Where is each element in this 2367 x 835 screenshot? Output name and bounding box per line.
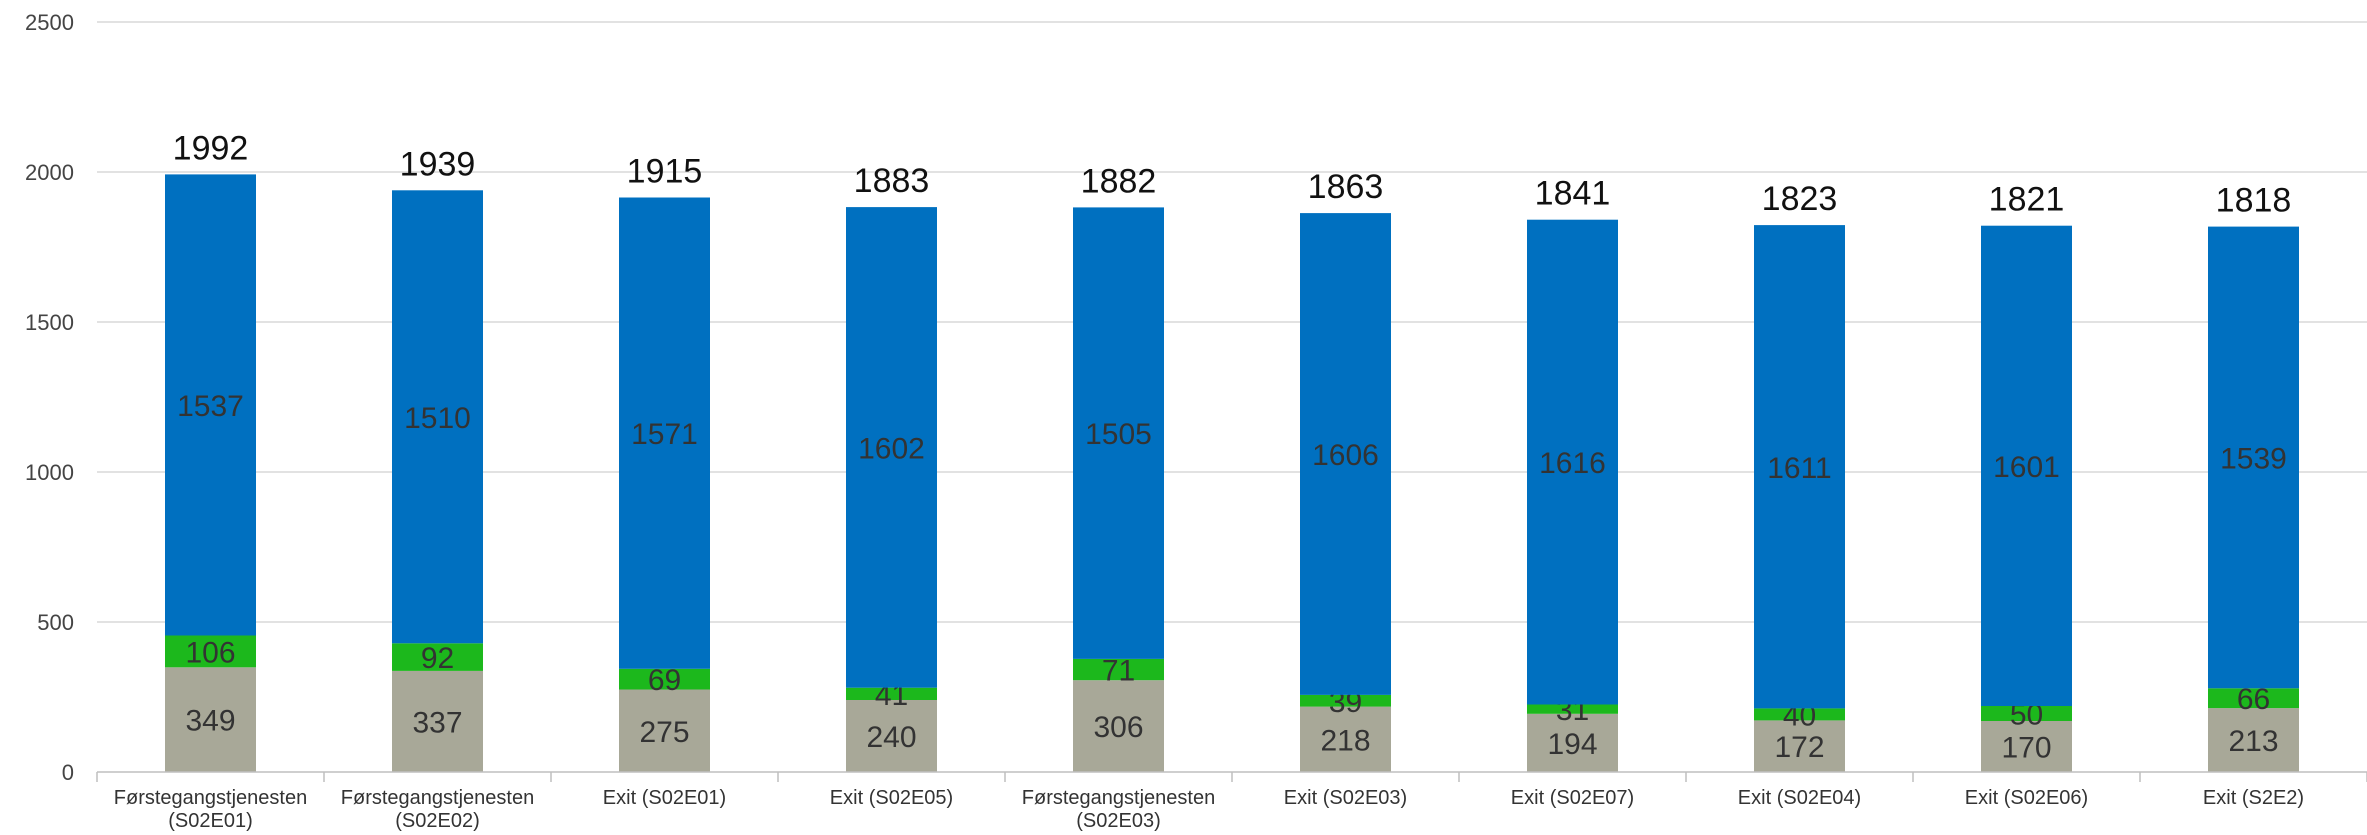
data-label: 1505 <box>1085 418 1152 451</box>
bar-segment <box>1527 219 1618 705</box>
x-tick-label: Førstegangstjenesten <box>341 787 534 809</box>
x-tick-label: Exit (S02E06) <box>1965 787 2088 809</box>
data-label: 306 <box>1093 711 1143 744</box>
bar-segment <box>2208 708 2299 772</box>
bar-segment <box>1300 706 1391 772</box>
data-label: 1611 <box>1767 452 1832 485</box>
data-label: 275 <box>639 716 689 749</box>
data-label: 337 <box>412 706 462 739</box>
data-label: 349 <box>185 705 235 738</box>
data-label: 194 <box>1547 728 1597 761</box>
data-label: 1601 <box>1993 451 2060 484</box>
bar-segment <box>619 668 710 690</box>
total-label: 1821 <box>1989 181 2065 219</box>
data-label: 218 <box>1320 724 1370 757</box>
total-label: 1939 <box>400 145 476 183</box>
bar-segment <box>1981 225 2072 706</box>
bar-segment <box>1754 225 1845 709</box>
total-label: 1915 <box>627 153 703 191</box>
y-tick-label: 2500 <box>25 10 74 35</box>
bar-stack: 306 71 1505 1882 <box>1073 162 1164 772</box>
bar-segment <box>1981 721 2072 772</box>
bars: 349 106 1537 1992 337 92 1510 1939 275 69 1571 1915… <box>165 129 2299 772</box>
data-label: 92 <box>421 642 454 675</box>
data-label: 1510 <box>404 402 471 435</box>
y-tick-label: 0 <box>62 760 74 785</box>
bar-segment <box>2208 688 2299 709</box>
data-label: 213 <box>2228 725 2278 758</box>
x-tick-label: Exit (S02E04) <box>1738 787 1861 809</box>
x-tick-label: (S02E01) <box>168 810 253 832</box>
bar-segment <box>1754 708 1845 721</box>
bar-segment <box>165 635 256 668</box>
y-tick-label: 1500 <box>25 310 74 335</box>
data-label: 172 <box>1774 731 1824 764</box>
x-tick-label: Exit (S02E01) <box>603 787 726 809</box>
total-label: 1882 <box>1081 162 1157 200</box>
total-label: 1992 <box>173 129 249 167</box>
bar-segment <box>165 667 256 772</box>
data-label: 1539 <box>2220 442 2287 475</box>
y-tick-label: 500 <box>37 610 74 635</box>
x-tick-label: (S02E02) <box>395 810 480 832</box>
data-label: 71 <box>1102 655 1135 688</box>
x-tick-label: Exit (S02E07) <box>1511 787 1634 809</box>
total-label: 1863 <box>1308 168 1384 206</box>
data-label: 66 <box>2237 683 2270 716</box>
bar-stack: 213 66 1539 1818 <box>2208 182 2299 772</box>
y-tick-label: 1000 <box>25 460 74 485</box>
data-label: 1602 <box>858 432 925 465</box>
data-label: 1537 <box>177 390 244 423</box>
bar-segment <box>619 689 710 772</box>
bar-segment <box>846 207 937 688</box>
bar-segment <box>392 670 483 772</box>
x-axis: Førstegangstjenesten(S02E01)Førstegangst… <box>96 771 2367 832</box>
bar-segment <box>1981 706 2072 721</box>
data-label: 1571 <box>631 418 698 451</box>
bar-segment <box>1300 694 1391 707</box>
data-label: 170 <box>2001 732 2051 765</box>
data-label: 1616 <box>1539 447 1606 480</box>
bar-segment <box>165 174 256 636</box>
data-label: 240 <box>866 721 916 754</box>
y-axis: 0 500 1000 1500 2000 2500 <box>25 10 74 785</box>
x-tick-label: Exit (S02E03) <box>1284 787 1407 809</box>
x-tick-label: Exit (S2E2) <box>2203 787 2304 809</box>
bar-segment <box>619 197 710 669</box>
bar-stack: 349 106 1537 1992 <box>165 129 256 772</box>
bar-segment <box>1073 658 1164 681</box>
x-tick-label: Exit (S02E05) <box>830 787 953 809</box>
bar-segment <box>846 687 937 700</box>
bar-stack: 275 69 1571 1915 <box>619 153 710 772</box>
total-label: 1841 <box>1535 175 1611 213</box>
y-tick-label: 2000 <box>25 160 74 185</box>
x-tick-label: Førstegangstjenesten <box>1022 787 1215 809</box>
x-tick-label: Førstegangstjenesten <box>114 787 307 809</box>
data-label: 106 <box>185 636 235 669</box>
total-label: 1823 <box>1762 180 1838 218</box>
bar-segment <box>1527 713 1618 772</box>
total-label: 1883 <box>854 162 930 200</box>
x-tick-label: (S02E03) <box>1076 810 1161 832</box>
bar-segment <box>1527 704 1618 714</box>
bar-segment <box>1073 207 1164 659</box>
bar-segment <box>1754 720 1845 772</box>
bar-segment <box>1300 213 1391 695</box>
bar-segment <box>1073 680 1164 772</box>
bar-segment <box>2208 226 2299 689</box>
data-label: 69 <box>648 664 681 697</box>
bar-segment <box>846 700 937 772</box>
total-label: 1818 <box>2216 182 2292 220</box>
bar-segment <box>392 643 483 671</box>
bar-segment <box>392 190 483 644</box>
data-label: 1606 <box>1312 439 1379 472</box>
bar-stack: 337 92 1510 1939 <box>392 145 483 772</box>
